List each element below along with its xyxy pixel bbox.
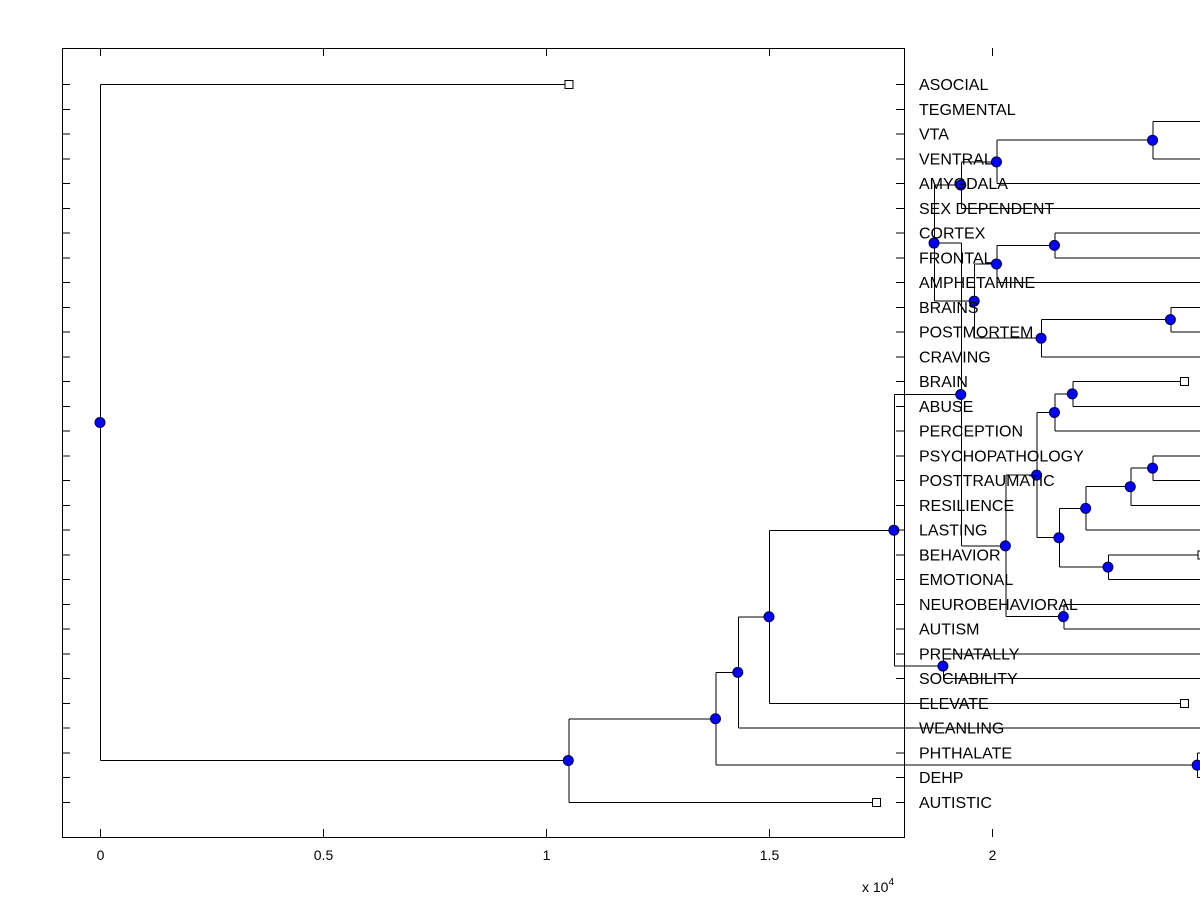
leaf-label: CORTEX [919, 226, 986, 243]
cluster-node-marker [1066, 388, 1078, 400]
cluster-node-marker [1164, 314, 1176, 326]
plot-frame [62, 48, 905, 838]
y-axis-ticks [62, 84, 904, 803]
leaf-labels: ASOCIAL TEGMENTAL VTA VENTRAL AMYGDALA SEX DE… [919, 77, 1084, 812]
leaf-label: PERCEPTION [919, 424, 1023, 441]
leaf-marker [1197, 550, 1200, 560]
cluster-node-marker [763, 611, 775, 623]
cluster-node-marker [94, 417, 106, 429]
x-axis-exponent-power: 4 [888, 877, 894, 888]
leaf-label: TEGMENTAL [919, 102, 1016, 119]
cluster-node-marker [1124, 481, 1136, 493]
leaf-label: AMYGDALA [919, 176, 1008, 193]
leaf-label: LASTING [919, 523, 987, 540]
cluster-node-marker [732, 666, 744, 678]
cluster-node-marker [1031, 469, 1043, 481]
cluster-node-marker [968, 295, 980, 307]
cluster-node-marker [999, 540, 1011, 552]
cluster-node-marker [1035, 332, 1047, 344]
leaf-marker [872, 797, 882, 807]
cluster-node-marker [955, 179, 967, 191]
leaf-label: DEHP [919, 770, 963, 787]
leaf-label: ELEVATE [919, 696, 989, 713]
leaf-label: PRENATALLY [919, 646, 1020, 663]
leaf-label: ABUSE [919, 399, 973, 416]
cluster-node-marker [1048, 406, 1060, 418]
cluster-node-marker [990, 156, 1002, 168]
leaf-label: BRAINS [919, 300, 979, 317]
cluster-node-marker [928, 237, 940, 249]
cluster-node-marker [937, 660, 949, 672]
dendrogram-links [100, 84, 1200, 803]
x-axis-exponent-base: x 10 [862, 879, 889, 895]
cluster-node-marker [1147, 134, 1159, 146]
leaf-label: PHTHALATE [919, 745, 1012, 762]
dendrogram-markers [94, 80, 1200, 807]
cluster-node-marker [1080, 502, 1092, 514]
leaf-label: PSYCHOPATHOLOGY [919, 448, 1084, 465]
leaf-label: BRAIN [919, 374, 968, 391]
x-tick-label: 0.5 [314, 847, 334, 863]
cluster-node-marker [709, 713, 721, 725]
leaf-label: POSTTRAUMATIC [919, 473, 1055, 490]
leaf-label: SOCIABILITY [919, 671, 1018, 688]
cluster-node-marker [1053, 532, 1065, 544]
leaf-label: WEANLING [919, 721, 1004, 738]
leaf-label: RESILIENCE [919, 498, 1014, 515]
leaf-marker [1179, 377, 1189, 386]
leaf-label: SEX DEPENDENT [919, 201, 1054, 218]
leaf-marker [564, 80, 574, 89]
leaf-label: VENTRAL [919, 151, 993, 168]
x-tick-label: 1.5 [760, 847, 780, 863]
x-axis-exponent: x 104 [862, 877, 894, 895]
leaf-label: VTA [919, 127, 949, 144]
leaf-label: AUTISM [919, 622, 979, 639]
cluster-node-marker [1147, 462, 1159, 474]
cluster-node-marker [955, 388, 967, 400]
x-tick-label: 0 [97, 847, 105, 863]
leaf-label: FRONTAL [919, 250, 993, 267]
cluster-node-marker [1048, 239, 1060, 251]
leaf-label: EMOTIONAL [919, 572, 1013, 589]
leaf-label: BEHAVIOR [919, 547, 1001, 564]
cluster-node-marker [562, 755, 574, 767]
cluster-node-marker [990, 258, 1002, 270]
x-tick-label: 1 [543, 847, 551, 863]
leaf-marker [1179, 698, 1189, 708]
cluster-node-marker [1191, 759, 1200, 771]
leaf-label: CRAVING [919, 349, 991, 366]
leaf-label: AUTISTIC [919, 795, 992, 812]
cluster-node-marker [1102, 561, 1114, 573]
leaf-label: POSTMORTEM [919, 325, 1033, 342]
leaf-label: ASOCIAL [919, 77, 988, 94]
x-tick-label: 2 [989, 847, 997, 863]
x-axis: 00.511.522.533.5 [97, 48, 997, 863]
leaf-label: AMPHETAMINE [919, 275, 1035, 292]
leaf-label: NEUROBEHAVIORAL [919, 597, 1078, 614]
cluster-node-marker [1057, 611, 1069, 623]
